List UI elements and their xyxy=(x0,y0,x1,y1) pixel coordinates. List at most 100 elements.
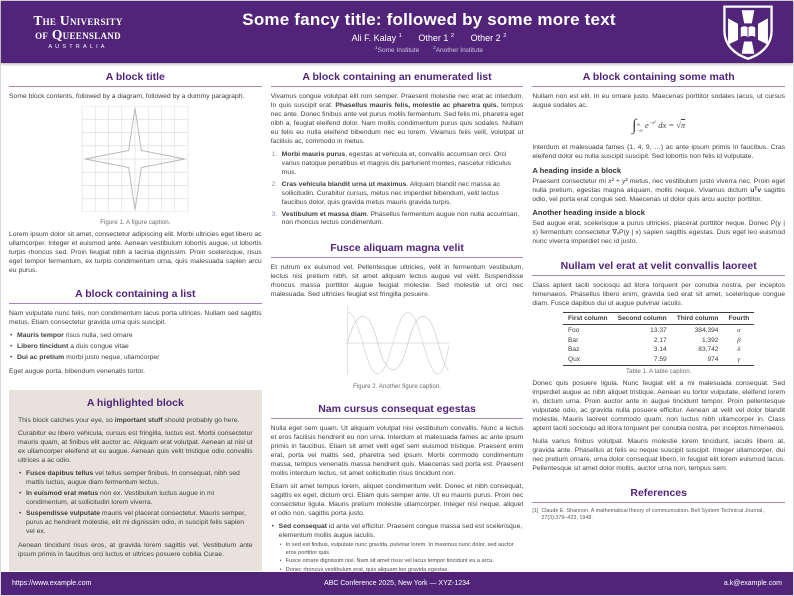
column-3: A block containing some math Nullam non … xyxy=(532,71,786,568)
column-header: Third column xyxy=(671,312,724,326)
block-fusce-aliquam: Fusce aliquam magna velit Et rutrum ex e… xyxy=(270,242,524,394)
column-2: A block containing an enumerated list Vi… xyxy=(270,71,524,572)
bullet-list: Sed consequat id ante vel efficitur. Pra… xyxy=(271,523,524,572)
poster-title: Some fancy title: followed by some more … xyxy=(242,10,616,30)
block-paragraph: Et rutrum ex euismod vel. Pellentesque u… xyxy=(270,263,524,299)
block-paragraph: Nulla varius finibus volutpat. Mauris mo… xyxy=(532,438,786,473)
author-list: Ali F. Kalay 1 Other 1 2 Other 2 2 xyxy=(143,33,715,43)
block-intro: Nam vulputate nunc felis, non condimentu… xyxy=(9,310,262,327)
affiliation-2: 2Another Institute xyxy=(433,45,484,54)
figure-1 xyxy=(9,105,262,217)
sub-list-item: Fusce ornare dignissim nisi. Nam sit ame… xyxy=(279,558,524,566)
title-area: Some fancy title: followed by some more … xyxy=(143,10,715,53)
author-3: Other 2 2 xyxy=(470,33,507,44)
block-intro: This block catches your eye, so importan… xyxy=(18,416,240,424)
footer-website-link[interactable]: https://www.example.com xyxy=(12,580,92,587)
data-table: First column Second column Third column … xyxy=(563,312,755,366)
reference-text: Claude E. Shannon. A mathematical theory… xyxy=(541,507,764,522)
block-nam-cursus: Nam cursus consequat egestas Nulla eget … xyxy=(270,403,524,572)
footer-bar: https://www.example.com ABC Conference 2… xyxy=(1,572,793,595)
list-item: In euismod erat metus non ex. Vestibulum… xyxy=(18,490,253,508)
column-header: Fourth xyxy=(723,312,755,326)
figure-2-caption: Figure 2. Another figure caption. xyxy=(352,382,442,390)
university-crest-icon xyxy=(715,3,781,61)
block-heading: Fusce aliquam magna velit xyxy=(270,242,524,258)
logo-line-1: The University xyxy=(33,12,123,28)
figure-2 xyxy=(271,304,524,381)
table-row: Bar 2.17 1,392 β xyxy=(568,336,741,344)
list-item: Libero tincidunt a duis congue vitae xyxy=(9,343,262,352)
sub-bullet-list: In sed est finibus, vulputate nunc gravi… xyxy=(279,542,524,572)
affiliation-list: 1Some Institute 2Another Institute xyxy=(143,45,715,53)
display-equation: ∫ ∞ −∞ e−x² dx = √π xyxy=(632,117,686,135)
block-heading: A block containing a list xyxy=(9,288,262,305)
block-paragraph: Etiam sit amet tempus lorem, aliquet con… xyxy=(270,483,524,518)
block-outro: Aenean tincidunt risus eros, at gravida … xyxy=(18,542,253,559)
table-row: Qux 7.59 974 γ xyxy=(563,354,755,366)
block-enumerated-list: A block containing an enumerated list Vi… xyxy=(270,71,524,233)
highlighted-block: A highlighted block This block catches y… xyxy=(9,389,262,571)
reference-entry: [1] Claude E. Shannon. A mathematical th… xyxy=(532,508,785,523)
block-intro: Vivamus congue volutpat elit non semper.… xyxy=(270,93,524,146)
block-paragraph: Donec quis posuere ligula. Nunc feugiat … xyxy=(532,379,786,432)
data-table-wrap: First column Second column Third column … xyxy=(532,312,785,366)
block-paragraph: Sed augue erat, scelerisque a purus ultr… xyxy=(532,220,786,246)
table-header-row: First column Second column Third column … xyxy=(563,312,755,326)
affiliation-1: 1Some Institute xyxy=(374,45,420,54)
inner-heading: Another heading inside a block xyxy=(532,208,646,218)
block-paragraph: Class aptent taciti sociosqu ad litora t… xyxy=(532,281,786,307)
block-a-block-title: A block title Some block contents, follo… xyxy=(9,71,262,279)
poster-body: A block title Some block contents, follo… xyxy=(1,63,793,572)
block-paragraph: Lorem ipsum dolor sit amet, consectetur … xyxy=(9,230,262,274)
inner-heading: A heading inside a block xyxy=(532,165,622,175)
block-heading: Nam cursus consequat egestas xyxy=(270,403,524,419)
list-item: Fusce dapibus tellus vel tellus semper f… xyxy=(18,470,253,488)
block-heading: A highlighted block xyxy=(86,396,184,409)
sub-list-item: Donec rhoncus vestibulum erat, quis aliq… xyxy=(279,567,524,572)
column-header: First column xyxy=(563,312,613,326)
column-1: A block title Some block contents, follo… xyxy=(9,71,262,571)
block-heading: Nullam vel erat at velit convallis laore… xyxy=(532,260,786,276)
list-item: Suspendisse vulputate mauris vel placera… xyxy=(18,510,253,537)
bullet-list: Fusce dapibus tellus vel tellus semper f… xyxy=(18,470,253,537)
block-paragraph: Interdum et malesuada fames {1, 4, 9, …}… xyxy=(532,144,786,161)
block-paragraph: Curabitur eu libero vehicula, cursus est… xyxy=(18,430,253,465)
figure-1-caption: Figure 1. A figure caption. xyxy=(100,218,171,226)
block-heading: A block containing some math xyxy=(532,71,786,87)
list-item: Mauris tempor risus nulla, sed ornare xyxy=(9,332,262,341)
block-heading: References xyxy=(532,487,786,503)
column-header: Second column xyxy=(612,312,672,326)
block-paragraph: Nulla eget sem quam. Ut aliquam volutpat… xyxy=(270,424,524,477)
footer-email-link[interactable]: a.k@example.com xyxy=(723,580,782,587)
inline-math: x² + y² xyxy=(608,177,628,185)
block-outro: Eget augue porta, bibendum venenatis tor… xyxy=(9,368,146,376)
enum-item: Vestibulum et massa diam. Phasellus ferm… xyxy=(272,210,520,227)
header-banner: The University of Queensland AUSTRALIA S… xyxy=(1,1,793,63)
block-with-table: Nullam vel erat at velit convallis laore… xyxy=(532,260,786,478)
logo-line-2: of Queensland xyxy=(35,26,121,42)
references-block: References [1] Claude E. Shannon. A math… xyxy=(532,487,786,523)
table-caption: Table 1. A table caption. xyxy=(626,367,692,375)
author-1: Ali F. Kalay 1 xyxy=(351,33,402,44)
enumerated-list: Morbi mauris purus, egestas at vehicula … xyxy=(271,151,524,229)
logo-country: AUSTRALIA xyxy=(48,43,108,50)
reference-marker: [1] xyxy=(532,507,539,514)
list-item: Dui ac pretium morbi justo neque, ullamc… xyxy=(9,354,262,363)
sub-list-item: In sed est finibus, vulputate nunc gravi… xyxy=(279,542,524,557)
block-heading: A block title xyxy=(9,71,262,87)
enum-item: Morbi mauris purus, egestas at vehicula … xyxy=(272,150,512,176)
block-containing-a-list: A block containing a list Nam vulputate … xyxy=(9,288,262,381)
list-item: Sed consequat id ante vel efficitur. Pra… xyxy=(271,523,524,572)
block-intro: Some block contents, followed by a diagr… xyxy=(9,93,245,100)
block-paragraph: Nullam non est elit. In eu ornare justo.… xyxy=(532,93,786,110)
table-row: Baz 3.14 83,742 δ xyxy=(568,346,741,354)
bullet-list: Mauris tempor risus nulla, sed ornare Li… xyxy=(9,332,262,363)
enum-item: Cras vehicula blandit urna ut maximus. A… xyxy=(272,180,501,206)
block-heading: A block containing an enumerated list xyxy=(270,71,524,87)
star-plot xyxy=(82,105,189,212)
university-logo: The University of Queensland AUSTRALIA xyxy=(13,12,143,51)
table-row: Foo 13.37 384,394 α xyxy=(568,326,741,334)
inline-math: uᵀv xyxy=(750,186,762,194)
footer-conference-info: ABC Conference 2025, New York — XYZ-1234 xyxy=(324,580,470,587)
